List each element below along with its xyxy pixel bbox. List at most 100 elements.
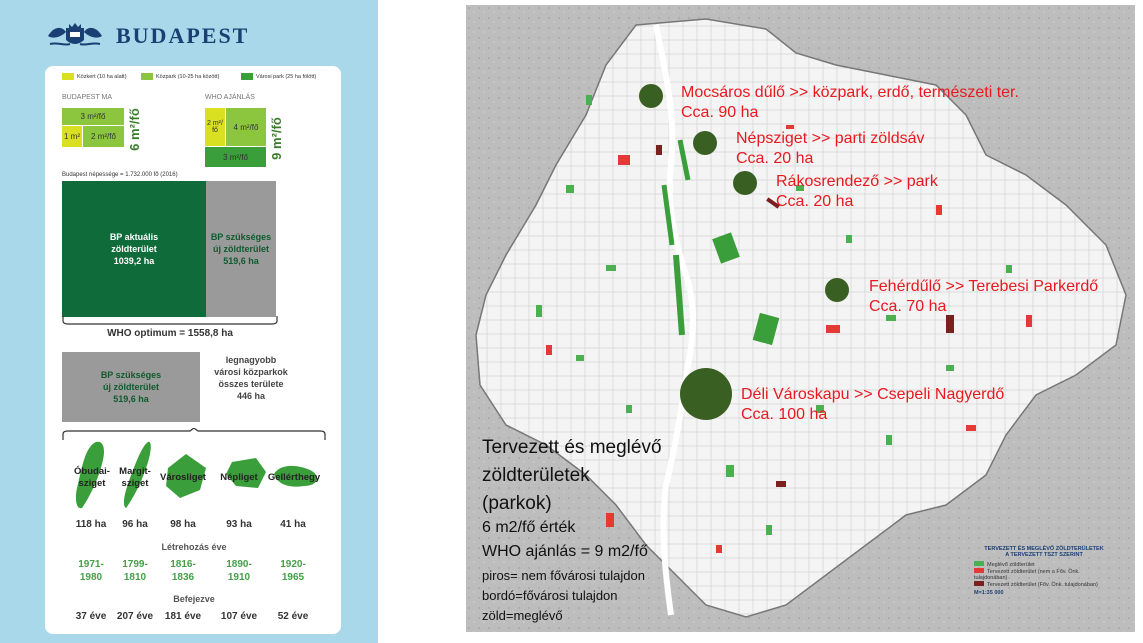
bp-needed2-line3: 519,6 ha (113, 394, 149, 404)
map-legend-item: Tervezett zöldterület (nem a Főv. Önk. t… (974, 568, 1080, 581)
park-created: 1971- 1980 (78, 559, 104, 583)
bp-needed-line2: új zöldterület (213, 244, 269, 254)
park-area: 41 ha (280, 519, 306, 530)
park-age: 107 éve (220, 611, 258, 622)
created-label: Létrehozás éve (161, 542, 227, 552)
parks-bracket (62, 428, 326, 440)
varosliget-green (712, 232, 740, 264)
brand: BUDAPEST (44, 22, 249, 50)
park-area: 93 ha (226, 519, 252, 530)
park-age: 181 éve (164, 611, 202, 622)
legend-swatch (141, 73, 153, 80)
legend-label: Közkert (10 ha alatt) (77, 73, 127, 80)
who-title: WHO AJÁNLÁS (205, 94, 255, 101)
park-age: 37 éve (75, 611, 107, 622)
park-shapes (75, 441, 318, 509)
who-big-box: 3 m²/fő (205, 147, 266, 167)
park-created: 1890- 1910 (226, 559, 252, 583)
legend-label: Városi park (25 ha fölött) (256, 73, 317, 80)
deli-varoskapu-circle (680, 368, 732, 420)
nepliget-green (752, 312, 780, 346)
map-title-line3: (parkok) (482, 493, 552, 514)
budapest-ma-total: 6 m²/fő (126, 107, 142, 151)
green-areas-map: Mocsáros dűlő >> közpark, erdő, természe… (466, 5, 1135, 632)
map-who-line: WHO ajánlás = 9 m2/fő (482, 543, 648, 560)
annotation-deli-varoskapu: Déli Városkapu >> Csepeli Nagyerdő Cca. 1… (741, 386, 1005, 423)
obudai-sziget-green (661, 184, 675, 246)
city-boundary (475, 18, 1127, 618)
map-legend-item: Tervezett zöldterület (Főv. Önk. tulajdo… (974, 581, 1114, 588)
largest-line2: városi közparkok (214, 367, 288, 377)
legend-item-varosi-park: Városi park (25 ha fölött) (241, 73, 316, 80)
park-created: 1816- 1836 (170, 559, 196, 583)
bp-needed2-line1: BP szükséges (100, 370, 162, 380)
who-optimum-bracket (62, 316, 278, 325)
who-mid-box: 4 m²/fő (226, 108, 266, 146)
legend-swatch (62, 73, 74, 80)
park-name-varosliget: Városliget (160, 472, 206, 483)
map-value-line: 6 m2/fő érték (482, 519, 576, 536)
nepliget-shape (226, 458, 266, 488)
map-red-note: piros= nem fővárosi tulajdon (482, 568, 645, 583)
map-legend-item: Meglévő zöldterület (974, 561, 1114, 568)
annotation-mocsaros-dulo: Mocsáros dűlő >> közpark, erdő, természe… (681, 84, 1019, 121)
budapest-ma-title: BUDAPEST MA (62, 94, 113, 101)
danube-river (653, 24, 696, 616)
map-legend-items: Meglévő zöldterület Tervezett zöldterüle… (974, 561, 1114, 588)
bp-needed-grey-block: BP szükséges új zöldterület 519,6 ha (206, 181, 276, 317)
park-area: 98 ha (170, 519, 196, 530)
bp-needed2-line2: új zöldterület (103, 382, 159, 392)
park-name-nepliget: Népliget (220, 472, 258, 483)
map-legend-title2: A TERVEZETT TSZT SZERINT (1005, 552, 1083, 558)
largest-line4: 446 ha (236, 391, 266, 401)
who-total: 9 m²/fő (268, 116, 284, 160)
largest-line1: legnagyobb (225, 355, 277, 365)
brand-name: BUDAPEST (116, 23, 250, 48)
map-burgundy-note: bordó=fővárosi tulajdon (482, 588, 618, 603)
bp-needed-block-2: BP szükséges új zöldterület 519,6 ha (62, 352, 200, 422)
largest-parks-text: legnagyobb városi közparkok összes terül… (212, 354, 290, 402)
bp-current-line1: BP aktuális (109, 232, 159, 242)
mocsaros-dulo-circle (639, 84, 663, 108)
bp-current-line2: zöldterület (111, 244, 157, 254)
map-green-note: zöld=meglévő (482, 608, 563, 623)
park-name-obudai: Óbudai-sziget (74, 466, 110, 489)
park-age: 207 éve (116, 611, 154, 622)
infographic-panel: BUDAPEST Közkert (10 ha alatt) Közpark (… (0, 0, 378, 643)
park-created: 1799- 1810 (122, 559, 148, 583)
largest-line3: összes területe (218, 379, 284, 389)
who-small-box: 2 m²/ fő (205, 108, 225, 146)
legend-label: Közpark (10-25 ha között) (156, 73, 220, 80)
margitsziget-shape (123, 441, 151, 508)
finished-label: Befejezve (173, 594, 215, 604)
annotation-feherdulo: Fehérdűlő >> Terebesi Parkerdő Cca. 70 ha (869, 278, 1099, 315)
nepsziget-circle (693, 131, 717, 155)
map-title-line1: Tervezett és meglévő (482, 437, 662, 458)
park-created: 1920- 1965 (280, 559, 306, 583)
who-total-wrap: 9 m²/fő (266, 110, 286, 166)
park-area: 118 ha (75, 519, 107, 530)
map-legend-title1: TERVEZETT ÉS MEGLÉVŐ ZÖLDTERÜLETEK (984, 546, 1104, 552)
budapest-ma-total-wrap: 6 m²/fő (124, 107, 144, 151)
legend-swatch (241, 73, 253, 80)
bp-current-line3: 1039,2 ha (113, 256, 155, 266)
budapest-crest-icon (48, 23, 102, 46)
budapest-ma-small-box: 1 m² (62, 126, 82, 147)
bp-needed-line3: 519,6 ha (223, 256, 259, 266)
map-graphic (466, 5, 1135, 632)
population-label: Budapest népessége = 1.732.000 fő (2016) (62, 172, 178, 178)
feherdulo-circle (825, 278, 849, 302)
varosliget-shape (166, 454, 206, 498)
park-name-margit: Margit-sziget (119, 466, 151, 489)
annotation-nepsziget: Népsziget >> parti zöldsáv Cca. 20 ha (736, 130, 925, 167)
obudai-sziget-shape (75, 441, 104, 509)
bp-needed-line1: BP szükséges (210, 232, 272, 242)
gellerthegy-shape (274, 465, 318, 487)
budapest-ma-top-box: 3 m²/fő (62, 108, 124, 125)
bp-current-green-block: BP aktuális zöldterület 1039,2 ha (62, 181, 206, 317)
budapest-ma-mid-box: 2 m²/fő (83, 126, 124, 147)
who-optimum-label: WHO optimum = 1558,8 ha (107, 328, 233, 339)
map-legend: TERVEZETT ÉS MEGLÉVŐ ZÖLDTERÜLETEK A TER… (974, 546, 1114, 596)
park-age: 52 éve (277, 611, 309, 622)
info-card (45, 66, 341, 634)
